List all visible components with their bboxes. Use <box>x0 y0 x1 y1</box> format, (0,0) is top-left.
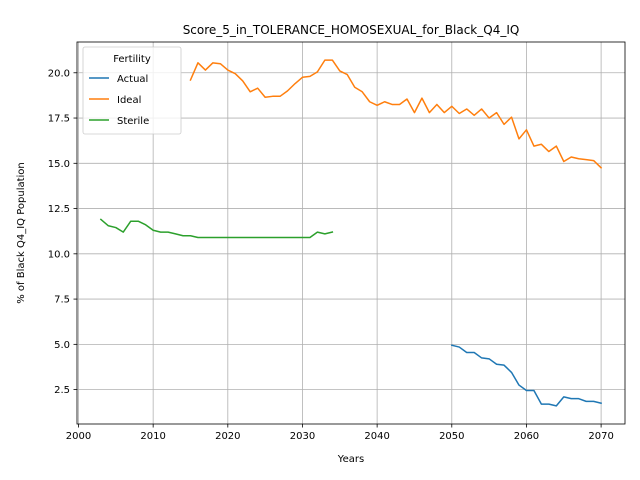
legend-box <box>82 46 182 135</box>
series-line-actual <box>450 344 603 407</box>
x-axis-title: Years <box>337 454 364 465</box>
legend-title: Fertility <box>113 54 151 65</box>
x-tick-label: 2000 <box>66 431 91 442</box>
chart-title: Score_5_in_TOLERANCE_HOMOSEXUAL_for_Blac… <box>183 23 520 37</box>
series-line-sterile <box>99 218 334 239</box>
series-lines <box>99 59 603 407</box>
y-tick-label: 7.5 <box>54 295 70 306</box>
y-axis-title: % of Black Q4_IQ Population <box>16 162 27 304</box>
plot-frame <box>76 41 626 425</box>
y-tick-label: 15.0 <box>48 159 70 170</box>
legend-label-actual: Actual <box>117 74 148 85</box>
x-tick-label: 2040 <box>364 431 389 442</box>
legend-label-ideal: Ideal <box>117 95 141 106</box>
y-tick-label: 20.0 <box>48 68 70 79</box>
x-tick-label: 2020 <box>215 431 240 442</box>
series-line-ideal <box>189 59 603 169</box>
x-tick-label: 2050 <box>439 431 464 442</box>
x-tick-label: 2070 <box>588 431 613 442</box>
y-tick-label: 5.0 <box>54 340 70 351</box>
legend-items: Actual Ideal Sterile <box>89 74 149 127</box>
y-axis-ticks: 2.5 5.0 7.5 10.0 12.5 15.0 17.5 20.0 <box>48 68 77 396</box>
y-tick-label: 2.5 <box>54 385 70 396</box>
legend-label-sterile: Sterile <box>117 116 149 127</box>
y-tick-label: 17.5 <box>48 114 70 125</box>
legend: Fertility Actual Ideal Sterile <box>82 46 182 135</box>
x-tick-label: 2060 <box>514 431 539 442</box>
y-tick-label: 12.5 <box>48 204 70 215</box>
grid <box>77 42 625 424</box>
y-tick-label: 10.0 <box>48 249 70 260</box>
x-tick-label: 2030 <box>290 431 315 442</box>
x-tick-label: 2010 <box>140 431 165 442</box>
x-axis-ticks: 2000 2010 2020 2030 2040 2050 2060 2070 <box>66 424 614 442</box>
